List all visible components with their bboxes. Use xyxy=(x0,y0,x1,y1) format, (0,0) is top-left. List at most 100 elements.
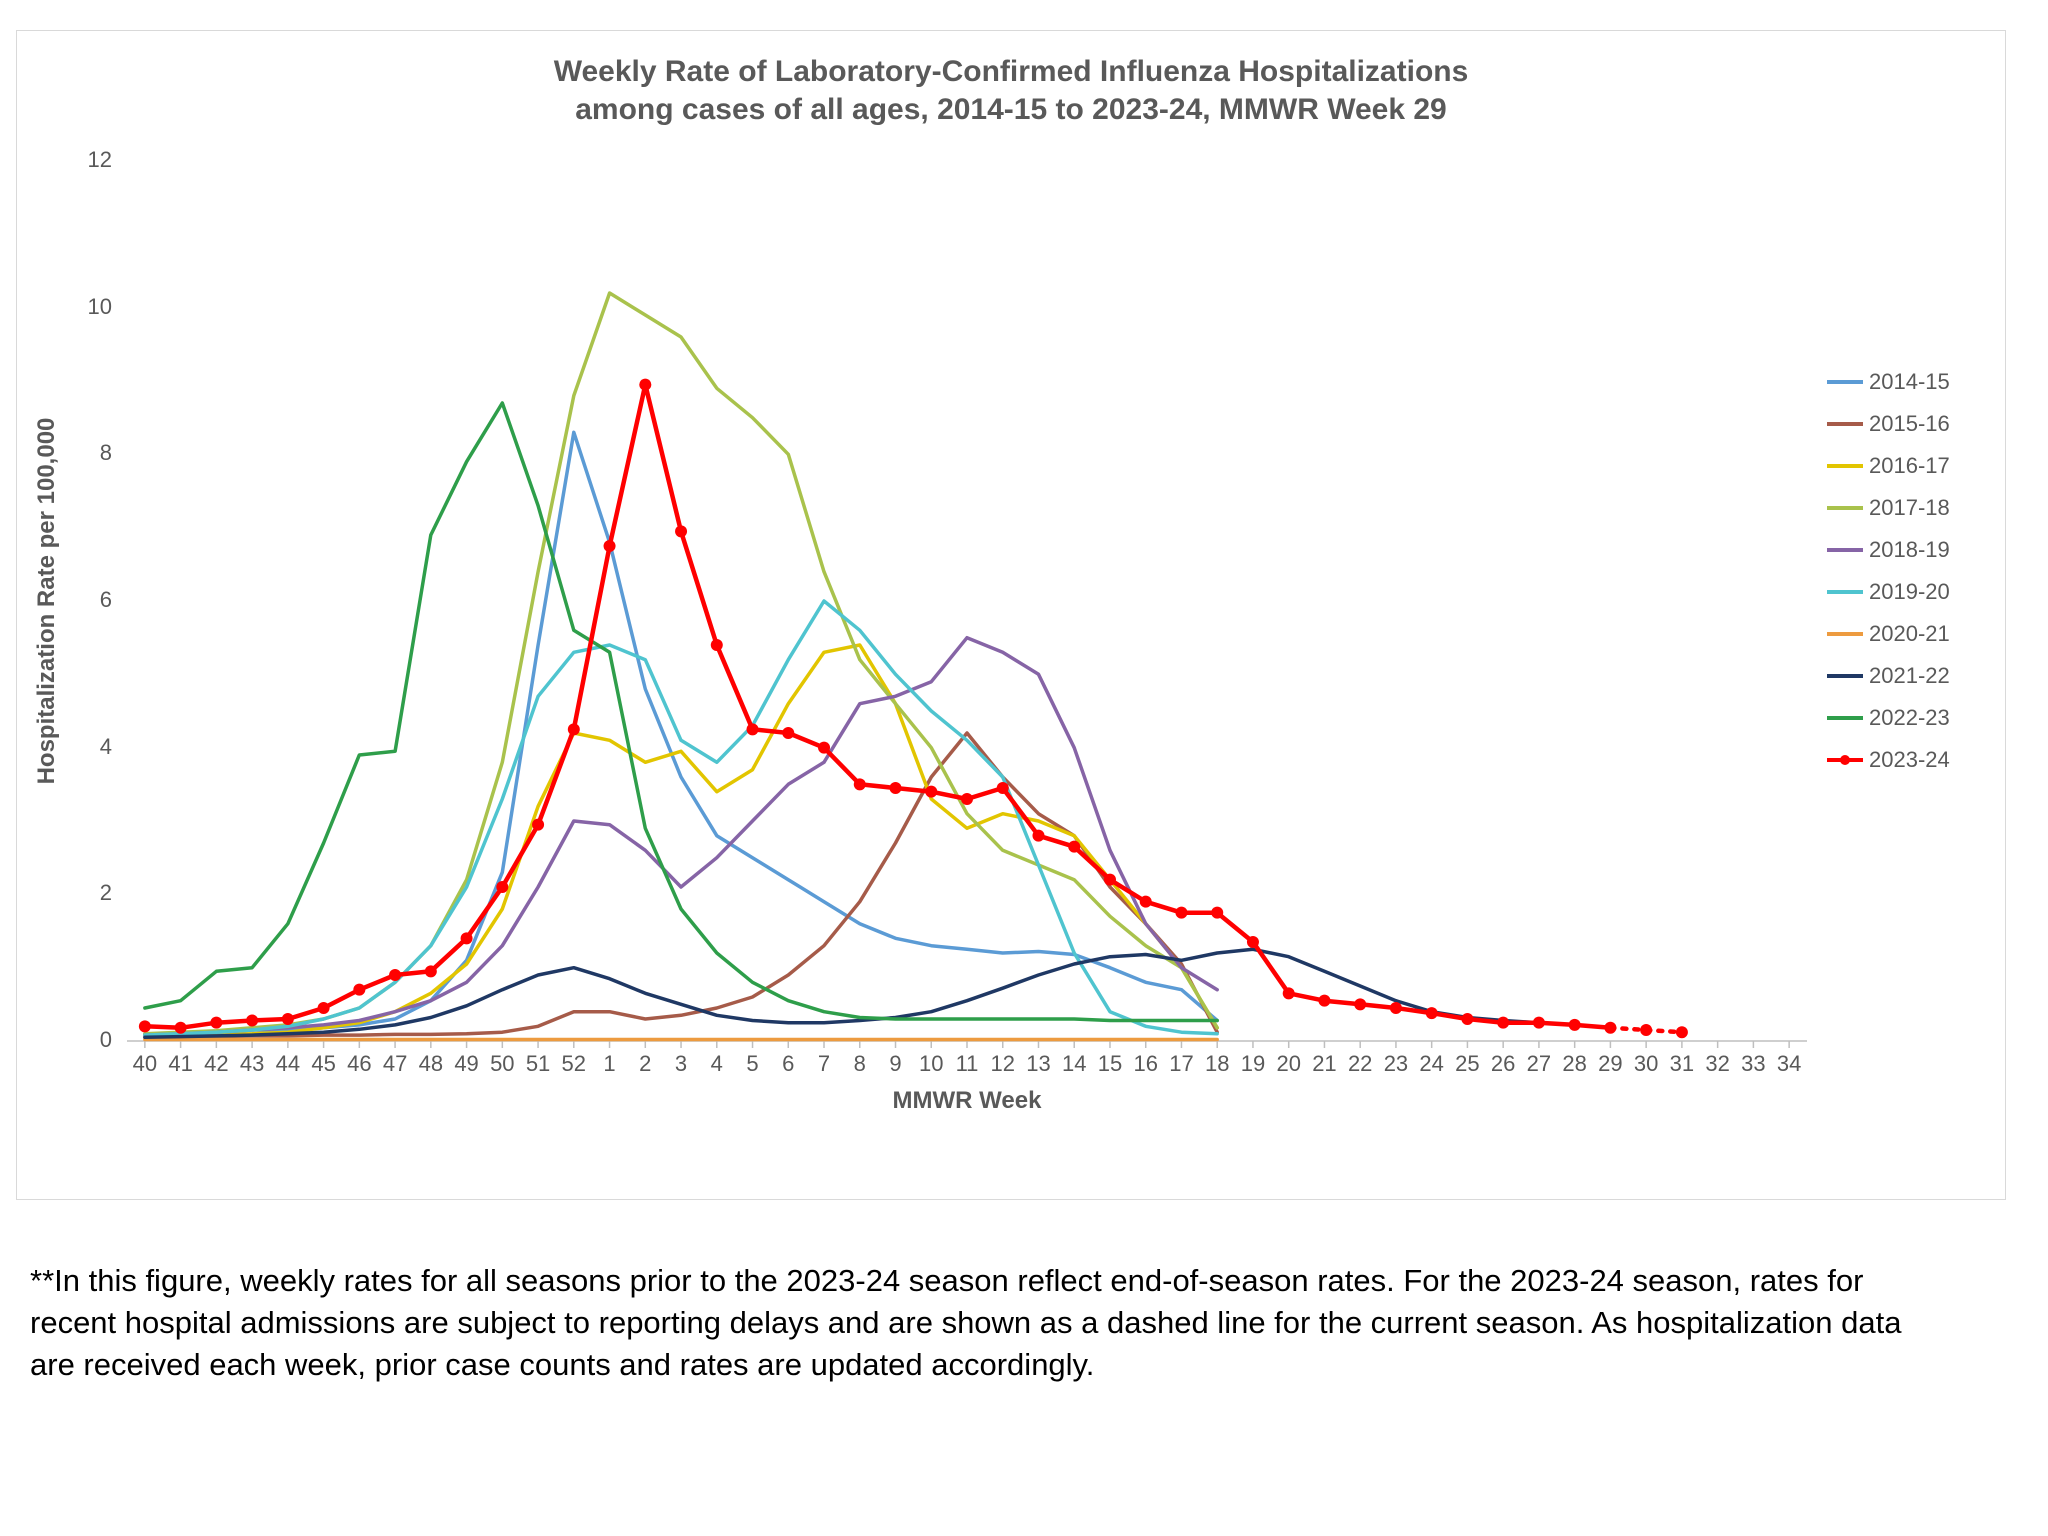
x-tick-label: 1 xyxy=(592,1051,628,1077)
y-tick-label: 0 xyxy=(72,1027,112,1053)
series-marker-2023-24 xyxy=(1354,998,1366,1010)
series-marker-2023-24 xyxy=(782,727,794,739)
legend-item-2018-19: 2018-19 xyxy=(1827,529,1950,571)
x-tick-label: 34 xyxy=(1771,1051,1807,1077)
series-marker-2023-24 xyxy=(1175,907,1187,919)
series-marker-2023-24 xyxy=(246,1014,258,1026)
series-marker-2023-24 xyxy=(1211,907,1223,919)
series-line-2017-18 xyxy=(145,293,1217,1034)
x-tick-label: 48 xyxy=(413,1051,449,1077)
chart-title: Weekly Rate of Laboratory-Confirmed Infl… xyxy=(17,53,2005,128)
series-marker-2023-24 xyxy=(496,881,508,893)
legend-label: 2017-18 xyxy=(1869,495,1950,521)
legend-label: 2018-19 xyxy=(1869,537,1950,563)
y-tick-label: 2 xyxy=(72,880,112,906)
x-tick-label: 6 xyxy=(770,1051,806,1077)
series-marker-2023-24 xyxy=(568,723,580,735)
chart-plot-area xyxy=(127,161,1807,1041)
series-marker-2023-24 xyxy=(282,1013,294,1025)
series-marker-2023-24 xyxy=(604,540,616,552)
series-line-2018-19 xyxy=(145,638,1217,1035)
legend-label: 2016-17 xyxy=(1869,453,1950,479)
x-tick-label: 17 xyxy=(1164,1051,1200,1077)
x-tick-label: 16 xyxy=(1128,1051,1164,1077)
x-tick-label: 9 xyxy=(878,1051,914,1077)
x-tick-label: 18 xyxy=(1199,1051,1235,1077)
series-marker-2023-24 xyxy=(139,1020,151,1032)
series-marker-2023-24 xyxy=(210,1017,222,1029)
x-tick-label: 42 xyxy=(198,1051,234,1077)
legend-swatch xyxy=(1827,380,1863,384)
x-tick-label: 11 xyxy=(949,1051,985,1077)
legend-item-2019-20: 2019-20 xyxy=(1827,571,1950,613)
series-marker-2023-24 xyxy=(175,1022,187,1034)
series-marker-2023-24 xyxy=(1247,936,1259,948)
legend-item-2020-21: 2020-21 xyxy=(1827,613,1950,655)
x-tick-label: 5 xyxy=(735,1051,771,1077)
x-tick-label: 8 xyxy=(842,1051,878,1077)
x-tick-label: 51 xyxy=(520,1051,556,1077)
legend-item-2023-24: 2023-24 xyxy=(1827,739,1950,781)
y-tick-label: 4 xyxy=(72,734,112,760)
x-tick-label: 50 xyxy=(484,1051,520,1077)
series-marker-2023-24 xyxy=(997,782,1009,794)
x-tick-label: 45 xyxy=(306,1051,342,1077)
x-tick-label: 23 xyxy=(1378,1051,1414,1077)
series-marker-2023-24 xyxy=(1283,987,1295,999)
chart-title-line1: Weekly Rate of Laboratory-Confirmed Infl… xyxy=(554,55,1469,88)
series-marker-2023-24 xyxy=(532,819,544,831)
series-marker-2023-24 xyxy=(1104,874,1116,886)
series-marker-2023-24 xyxy=(1640,1024,1652,1036)
series-marker-2023-24 xyxy=(747,723,759,735)
x-tick-label: 33 xyxy=(1736,1051,1772,1077)
legend-label: 2021-22 xyxy=(1869,663,1950,689)
x-tick-label: 29 xyxy=(1593,1051,1629,1077)
x-tick-label: 21 xyxy=(1307,1051,1343,1077)
legend-swatch xyxy=(1827,506,1863,510)
series-marker-2023-24 xyxy=(1140,896,1152,908)
legend-label: 2015-16 xyxy=(1869,411,1950,437)
series-marker-2023-24 xyxy=(1569,1019,1581,1031)
x-tick-label: 43 xyxy=(234,1051,270,1077)
x-tick-label: 10 xyxy=(913,1051,949,1077)
series-marker-2023-24 xyxy=(675,525,687,537)
x-tick-label: 22 xyxy=(1342,1051,1378,1077)
x-tick-label: 44 xyxy=(270,1051,306,1077)
series-marker-2023-24 xyxy=(1318,995,1330,1007)
x-tick-label: 14 xyxy=(1056,1051,1092,1077)
legend-label: 2014-15 xyxy=(1869,369,1950,395)
series-marker-2023-24 xyxy=(1426,1007,1438,1019)
x-tick-label: 40 xyxy=(127,1051,163,1077)
legend-label: 2019-20 xyxy=(1869,579,1950,605)
x-tick-label: 25 xyxy=(1450,1051,1486,1077)
series-marker-2023-24 xyxy=(425,965,437,977)
series-marker-2023-24 xyxy=(1604,1022,1616,1034)
series-marker-2023-24 xyxy=(890,782,902,794)
series-marker-2023-24 xyxy=(353,984,365,996)
series-marker-2023-24 xyxy=(1533,1017,1545,1029)
series-marker-2023-24 xyxy=(389,969,401,981)
series-marker-2023-24 xyxy=(854,778,866,790)
x-tick-label: 3 xyxy=(663,1051,699,1077)
legend-label: 2023-24 xyxy=(1869,747,1950,773)
x-tick-label: 49 xyxy=(449,1051,485,1077)
series-marker-2023-24 xyxy=(818,742,830,754)
legend-item-2016-17: 2016-17 xyxy=(1827,445,1950,487)
series-marker-2023-24 xyxy=(711,639,723,651)
legend-swatch xyxy=(1827,464,1863,468)
x-tick-label: 27 xyxy=(1521,1051,1557,1077)
legend-label: 2020-21 xyxy=(1869,621,1950,647)
series-marker-2023-24 xyxy=(1032,830,1044,842)
series-marker-2023-24 xyxy=(318,1002,330,1014)
y-axis-label: Hospitalization Rate per 100,000 xyxy=(33,401,61,801)
legend-item-2017-18: 2017-18 xyxy=(1827,487,1950,529)
x-tick-label: 12 xyxy=(985,1051,1021,1077)
legend-swatch xyxy=(1827,590,1863,594)
legend-swatch xyxy=(1827,716,1863,720)
series-marker-2023-24 xyxy=(1497,1017,1509,1029)
series-marker-2023-24 xyxy=(639,379,651,391)
legend-item-2015-16: 2015-16 xyxy=(1827,403,1950,445)
x-tick-label: 32 xyxy=(1700,1051,1736,1077)
y-tick-label: 10 xyxy=(72,294,112,320)
legend-swatch xyxy=(1827,422,1863,426)
